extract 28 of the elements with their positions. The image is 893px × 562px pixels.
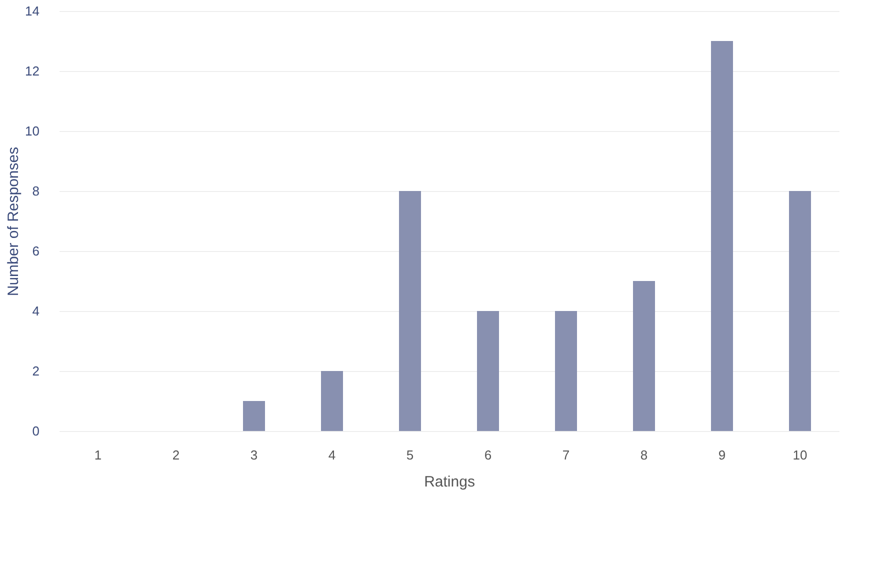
y-tick-label: 14 — [25, 4, 40, 18]
y-tick-label: 4 — [32, 304, 40, 318]
y-tick-label: 2 — [32, 364, 40, 378]
x-tick-label: 10 — [792, 448, 808, 462]
y-tick-label: 10 — [25, 124, 40, 138]
x-tick-label: 4 — [328, 448, 336, 462]
y-tick-label: 0 — [32, 424, 40, 438]
bar — [477, 311, 499, 431]
x-tick-label: 9 — [718, 448, 726, 462]
bar — [633, 281, 655, 431]
x-tick-label: 5 — [406, 448, 414, 462]
bar — [321, 371, 343, 431]
x-tick-label: 2 — [172, 448, 180, 462]
y-tick-label: 6 — [32, 244, 40, 258]
x-tick-label: 3 — [250, 448, 258, 462]
x-tick-label: 7 — [562, 448, 570, 462]
x-axis-title: Ratings — [424, 474, 475, 490]
y-tick-label: 8 — [32, 184, 40, 198]
bar — [399, 191, 421, 431]
x-tick-label: 6 — [484, 448, 492, 462]
y-axis-title: Number of Responses — [5, 146, 22, 296]
bar — [555, 311, 577, 431]
x-tick-label: 8 — [640, 448, 648, 462]
x-tick-label: 1 — [94, 448, 102, 462]
bar — [243, 401, 265, 431]
y-tick-label: 12 — [25, 64, 40, 78]
bar — [789, 191, 811, 431]
bar — [711, 41, 733, 431]
